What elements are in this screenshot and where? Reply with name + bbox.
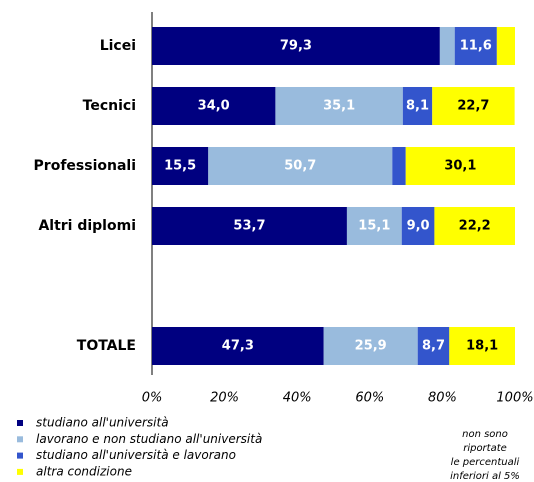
data-label: 34,0 (198, 99, 230, 114)
bar-segment (496, 27, 515, 65)
bar-segment (434, 207, 515, 245)
x-tick-label: 0% (142, 391, 163, 406)
data-label: 22,7 (457, 99, 489, 114)
data-label: 50,7 (284, 159, 316, 174)
category-label: Altri diplomi (38, 218, 136, 234)
bar-segment (439, 27, 455, 65)
bar-segment (417, 327, 450, 365)
x-tick-label: 20% (210, 391, 239, 406)
data-label: 25,9 (355, 339, 387, 354)
note: inferiori al 5% (450, 471, 520, 482)
category-label: TOTALE (77, 338, 136, 354)
bar-segment (152, 147, 209, 185)
bar-segment (323, 327, 418, 365)
x-tick-label: 80% (428, 391, 457, 406)
bar-segment (449, 327, 515, 365)
x-tick-label: 60% (355, 391, 384, 406)
legend-label: studiano all'università (36, 416, 169, 430)
data-label: 47,3 (222, 339, 254, 354)
data-label: 18,1 (466, 339, 498, 354)
bar-segment (152, 327, 324, 365)
bar-segment (152, 87, 276, 125)
data-label: 15,1 (358, 219, 390, 234)
legend-label: studiano all'università e lavorano (36, 448, 236, 462)
data-label: 8,7 (422, 339, 445, 354)
x-tick-label: 40% (283, 391, 312, 406)
bar-segment (405, 147, 515, 185)
data-label: 30,1 (444, 159, 476, 174)
legend-swatch (17, 436, 23, 443)
bar-segment (275, 87, 403, 125)
data-label: 9,0 (407, 219, 430, 234)
data-label: 11,6 (460, 39, 492, 54)
legend-swatch (17, 420, 23, 426)
legend-label: altra condizione (36, 464, 132, 478)
legend-swatch (17, 468, 23, 475)
bar-segment (454, 27, 497, 65)
data-label: 79,3 (280, 39, 312, 54)
x-tick-label: 100% (496, 391, 533, 406)
bar-segment (392, 147, 406, 185)
bar-segment (401, 207, 435, 245)
data-label: 15,5 (164, 159, 196, 174)
legend-label: lavorano e non studiano all'università (36, 432, 262, 446)
category-label: Licei (100, 38, 136, 54)
legend-swatch (17, 452, 23, 459)
bar-segment (432, 87, 515, 125)
category-label: Professionali (34, 158, 136, 174)
data-label: 22,2 (459, 219, 491, 234)
data-label: 8,1 (406, 99, 429, 114)
note: le percentuali (451, 457, 520, 468)
category-label: Tecnici (83, 98, 136, 114)
bar-segment (402, 87, 433, 125)
note: non sono (462, 429, 508, 440)
data-label: 53,7 (233, 219, 265, 234)
note: riportate (463, 443, 507, 454)
bar-segment (152, 207, 347, 245)
bar-segment (208, 147, 393, 185)
data-label: 35,1 (323, 99, 355, 114)
bar-segment (346, 207, 402, 245)
bar-segment (152, 27, 440, 65)
